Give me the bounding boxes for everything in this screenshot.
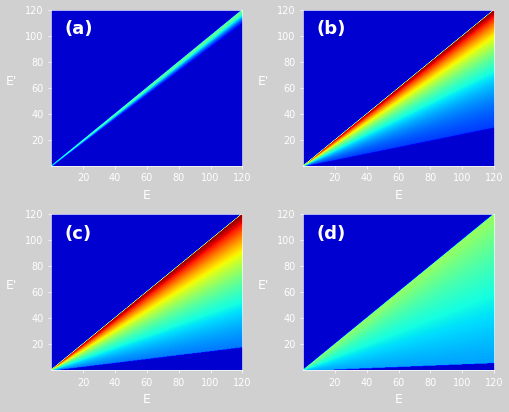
Text: (d): (d) <box>317 225 346 243</box>
Text: (c): (c) <box>65 225 92 243</box>
Y-axis label: E': E' <box>257 279 269 292</box>
Text: (b): (b) <box>317 21 346 38</box>
Text: (a): (a) <box>65 21 93 38</box>
X-axis label: E: E <box>143 393 151 407</box>
Y-axis label: E': E' <box>257 75 269 88</box>
Y-axis label: E': E' <box>6 279 17 292</box>
Y-axis label: E': E' <box>6 75 17 88</box>
X-axis label: E: E <box>143 189 151 202</box>
X-axis label: E: E <box>394 189 403 202</box>
X-axis label: E: E <box>394 393 403 407</box>
